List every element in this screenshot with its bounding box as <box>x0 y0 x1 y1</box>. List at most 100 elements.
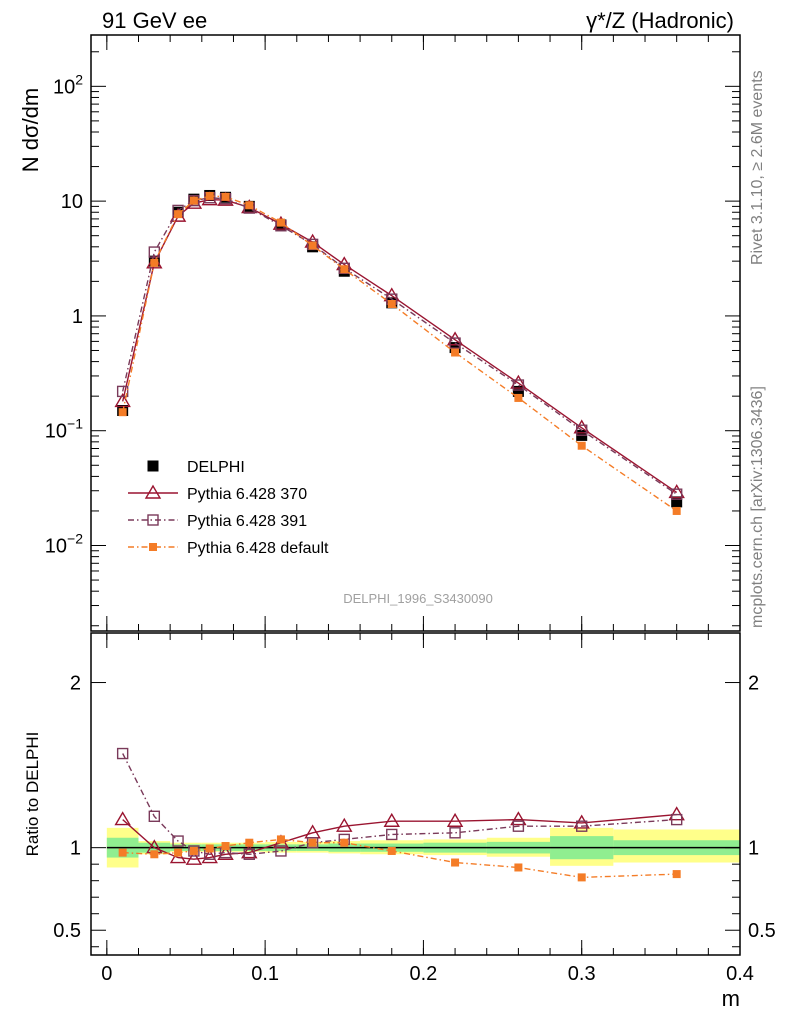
main-series-3-point <box>451 348 460 357</box>
ratio-y-tick-label-right: 0.5 <box>748 920 776 942</box>
main-ylabel: N dσ/dm <box>18 88 43 173</box>
ratio-frame <box>90 632 741 956</box>
header-right: γ*/Z (Hadronic) <box>586 8 734 33</box>
y-tick-label: 10−2 <box>45 531 83 558</box>
main-series-2-line <box>122 197 678 495</box>
ratio-series-2-point <box>205 844 214 853</box>
legend-item-0: DELPHI <box>147 459 245 476</box>
main-series-3-line <box>122 195 678 512</box>
legend-marker <box>147 460 159 472</box>
x-tick-label: 0.2 <box>410 963 438 985</box>
ratio-tick-labels: 0.5 0.5 1 1 2 2 0 0.1 0.2 0.3 0.4 <box>53 673 776 985</box>
legend-label: Pythia 6.428 391 <box>187 513 307 530</box>
legend-item-2: Pythia 6.428 391 <box>128 513 307 530</box>
rivet-label: Rivet 3.1.10, ≥ 2.6M events <box>749 70 766 265</box>
ratio-y-tick-label: 2 <box>70 673 81 695</box>
y-tick-label: 102 <box>53 71 83 98</box>
ratio-series-1-point <box>576 820 588 832</box>
main-series-3-point <box>245 201 254 210</box>
main-series-2-point <box>512 379 525 391</box>
y-tick-label: 10 <box>61 191 83 213</box>
ratio-ylabel: Ratio to DELPHI <box>23 732 42 857</box>
legend-item-1: Pythia 6.428 370 <box>128 484 307 503</box>
main-series-3-point <box>174 210 183 219</box>
ratio-series-2-point <box>276 835 285 844</box>
main-series-3-point <box>189 196 198 205</box>
x-tick-label: 0.1 <box>251 963 279 985</box>
ratio-y-tick-label: 0.5 <box>53 920 81 942</box>
ratio-series-2-point <box>387 846 396 855</box>
main-series-1-point <box>573 419 590 434</box>
main-series-1 <box>114 191 685 499</box>
main-series-0-point <box>512 385 524 397</box>
main-series-2-point <box>338 262 350 274</box>
main-series-2-point <box>449 337 461 349</box>
legend-marker <box>147 514 159 526</box>
main-series-1-point <box>114 393 131 408</box>
main-frame <box>90 34 741 632</box>
y-tick-label: 1 <box>72 306 83 328</box>
ratio-series-2-point <box>514 863 523 872</box>
ratio-series-2-point <box>340 838 349 847</box>
ratio-series-1-point <box>306 837 319 849</box>
ratio-series-2-point <box>150 850 159 859</box>
ratio-series-1-point <box>386 828 398 841</box>
ratio-series-2-point <box>577 873 586 882</box>
ratio-series-1-point <box>275 845 287 857</box>
ratio-series-1-point <box>148 810 161 822</box>
main-series-3-point <box>340 265 349 274</box>
main-series-2-point <box>670 488 683 500</box>
main-series-2 <box>116 192 683 500</box>
watermark: DELPHI_1996_S3430090 <box>343 591 493 606</box>
ratio-y-tick-label-right: 2 <box>748 673 759 695</box>
main-series-3-point <box>221 192 230 201</box>
main-series <box>114 189 685 515</box>
ratio-axis-ticks <box>91 633 741 955</box>
main-series-3-point <box>276 218 285 227</box>
ratio-series-0-point <box>383 812 400 827</box>
ratio-series-0-point <box>336 817 353 832</box>
x-axis-label: m <box>722 986 740 1011</box>
ratio-series-2-point <box>672 870 681 879</box>
ratio-series-1-point <box>449 827 461 839</box>
main-series-1-line <box>122 198 678 493</box>
main-tick-labels: 10−2 10−1 1 10 102 <box>45 71 83 557</box>
ratio-series-2-point <box>245 838 254 847</box>
main-axis-ticks <box>91 35 741 631</box>
ratio-series-0-point <box>241 844 258 859</box>
ratio-series-2-point <box>118 848 127 857</box>
ratio-series-1-point <box>243 848 255 860</box>
ratio-series-0-point <box>185 850 203 865</box>
legend-label: Pythia 6.428 default <box>187 540 329 557</box>
main-series-3-point <box>150 258 159 267</box>
ratio-series-1 <box>116 747 683 860</box>
x-tick-label: 0 <box>101 963 112 985</box>
legend-label: Pythia 6.428 370 <box>187 486 307 503</box>
ratio-series-0-point <box>114 811 131 826</box>
mcplots-label: mcplots.cern.ch [arXiv:1306.3436] <box>749 386 766 628</box>
ratio-series-0-point <box>510 811 527 826</box>
ratio-series-1-point <box>670 813 683 826</box>
main-series-3-point <box>577 441 586 450</box>
main-series-3-point <box>387 300 396 309</box>
ratio-series-1-point <box>188 845 200 857</box>
main-series-3-point <box>118 408 127 417</box>
ratio-series-2-point <box>221 842 230 851</box>
ratio-y-tick-label-right: 1 <box>748 838 759 860</box>
main-panel: 10−2 10−1 1 10 102 N dσ/dm DELPHI_1996_S3430… <box>18 34 741 632</box>
main-series-3 <box>118 191 681 515</box>
legend-item-3: Pythia 6.428 default <box>128 540 329 557</box>
legend-marker <box>149 543 157 551</box>
y-tick-label: 10−1 <box>45 416 83 443</box>
ratio-series-2-point <box>189 846 198 855</box>
ratio-series-1-point <box>512 820 525 832</box>
ratio-series-2 <box>118 835 681 882</box>
main-series-0-point <box>671 496 683 508</box>
ratio-series-2-point <box>451 858 460 867</box>
ratio-panel: 0.5 0.51 12 20 0.1 0.2 0.3 0.4 Ratio to DELPHI … <box>23 632 776 1011</box>
main-series-1-point <box>668 484 685 499</box>
main-series-2-point <box>188 194 200 207</box>
ratio-uncertainty-bands <box>106 827 740 868</box>
legend-label: DELPHI <box>187 459 245 476</box>
